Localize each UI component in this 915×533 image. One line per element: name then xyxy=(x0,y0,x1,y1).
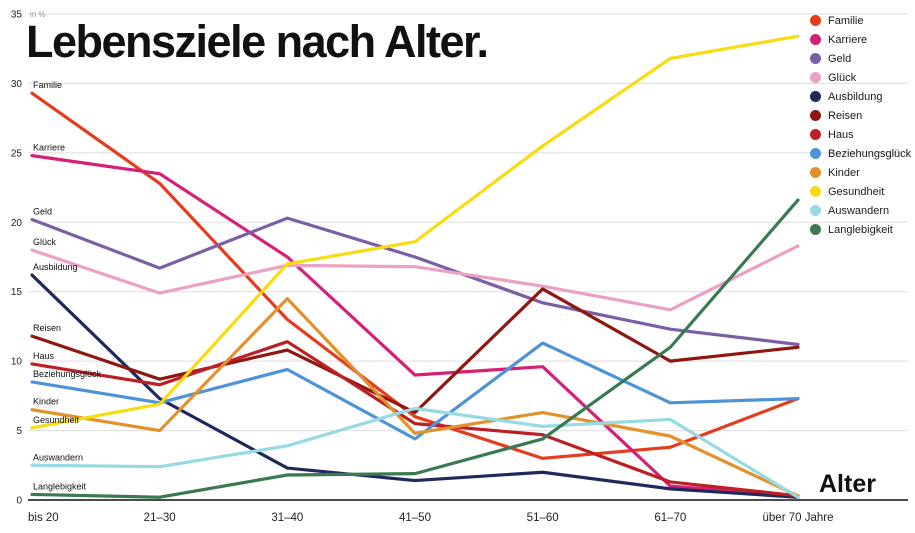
legend-item-karriere: Karriere xyxy=(810,33,911,46)
legend-item-glück: Glück xyxy=(810,71,911,84)
x-tick-label: 21–30 xyxy=(144,512,176,524)
legend-item-geld: Geld xyxy=(810,52,911,65)
legend-label: Langlebigkeit xyxy=(828,223,893,236)
x-axis-title: Alter xyxy=(819,470,876,498)
series-line-ausbildung xyxy=(30,273,800,499)
legend-item-beziehungsglück: Beziehungsglück xyxy=(810,147,912,160)
y-tick-label: 10 xyxy=(11,357,23,368)
series-start-label-reisen: Reisen xyxy=(33,323,61,333)
legend-dot xyxy=(810,186,821,197)
x-tick-label: über 70 Jahre xyxy=(763,512,834,524)
legend-label: Glück xyxy=(828,71,857,84)
series-start-label-geld: Geld xyxy=(33,207,52,217)
series-line-reisen xyxy=(30,287,800,415)
legend-item-kinder: Kinder xyxy=(810,166,911,179)
legend-dot xyxy=(810,167,821,178)
legend-label: Gesundheit xyxy=(828,185,885,198)
series-start-label-gesundheit: Gesundheit xyxy=(33,415,80,425)
series-line-auswandern xyxy=(30,406,800,499)
x-tick-label: 41–50 xyxy=(399,512,431,524)
legend-dot xyxy=(810,129,821,140)
series-start-label-auswandern: Auswandern xyxy=(33,452,83,462)
series-line-gesundheit xyxy=(30,34,800,430)
legend-item-familie: Familie xyxy=(810,14,911,27)
y-tick-label: 0 xyxy=(16,496,22,507)
legend-dot xyxy=(810,53,821,64)
series-start-label-familie: Familie xyxy=(33,80,62,90)
legend-dot xyxy=(810,72,821,83)
y-tick-label: 5 xyxy=(16,426,22,437)
y-tick-label: 15 xyxy=(11,287,23,298)
x-tick-label: 61–70 xyxy=(654,512,686,524)
legend-item-gesundheit: Gesundheit xyxy=(810,185,911,198)
series-line-haus xyxy=(30,340,800,498)
x-tick-label: 51–60 xyxy=(527,512,559,524)
legend-dot xyxy=(810,148,821,159)
y-tick-label: 25 xyxy=(11,148,23,159)
legend-label: Kinder xyxy=(828,166,860,179)
legend-dot xyxy=(810,224,821,235)
series-start-label-haus: Haus xyxy=(33,351,55,361)
y-tick-label: 35 xyxy=(11,10,23,21)
series-start-label-kinder: Kinder xyxy=(33,397,59,407)
legend-label: Ausbildung xyxy=(828,90,883,103)
x-tick-label: 31–40 xyxy=(271,512,303,524)
legend-dot xyxy=(810,110,821,121)
series-line-karriere xyxy=(30,154,800,498)
series-start-label-karriere: Karriere xyxy=(33,143,65,153)
legend-label: Haus xyxy=(828,128,854,141)
legend-dot xyxy=(810,205,821,216)
legend-label: Familie xyxy=(828,14,864,27)
y-tick-label: 30 xyxy=(11,79,23,90)
y-axis-unit-label: in % xyxy=(30,10,46,19)
y-tick-label: 20 xyxy=(11,218,23,229)
legend-item-reisen: Reisen xyxy=(810,109,911,122)
legend-item-langlebigkeit: Langlebigkeit xyxy=(810,223,911,236)
legend-label: Reisen xyxy=(828,109,863,122)
legend-dot xyxy=(810,91,821,102)
legend-dot xyxy=(810,34,821,45)
legend-label: Karriere xyxy=(828,33,868,46)
legend-dot xyxy=(810,15,821,26)
legend-item-ausbildung: Ausbildung xyxy=(810,90,911,103)
series-line-familie xyxy=(30,91,800,460)
series-line-langlebigkeit xyxy=(30,198,800,499)
series-start-label-ausbildung: Ausbildung xyxy=(33,262,78,272)
series-line-glück xyxy=(30,244,800,312)
legend: Familie Karriere Geld Glück Ausbildung Reisen… xyxy=(810,14,912,236)
series-start-label-glück: Glück xyxy=(33,237,57,247)
series-line-kinder xyxy=(30,297,800,498)
legend-item-auswandern: Auswandern xyxy=(810,204,911,217)
series-start-label-langlebigkeit: Langlebigkeit xyxy=(33,481,87,491)
series-line-geld xyxy=(30,216,800,347)
chart-title: Lebensziele nach Alter. xyxy=(26,16,489,67)
series-start-label-beziehungsglück: Beziehungsglück xyxy=(33,369,102,379)
legend-item-haus: Haus xyxy=(810,128,911,141)
x-tick-label: bis 20 xyxy=(28,512,59,524)
legend-label: Auswandern xyxy=(828,204,890,217)
legend-label: Beziehungsglück xyxy=(828,147,912,160)
legend-label: Geld xyxy=(828,52,852,65)
